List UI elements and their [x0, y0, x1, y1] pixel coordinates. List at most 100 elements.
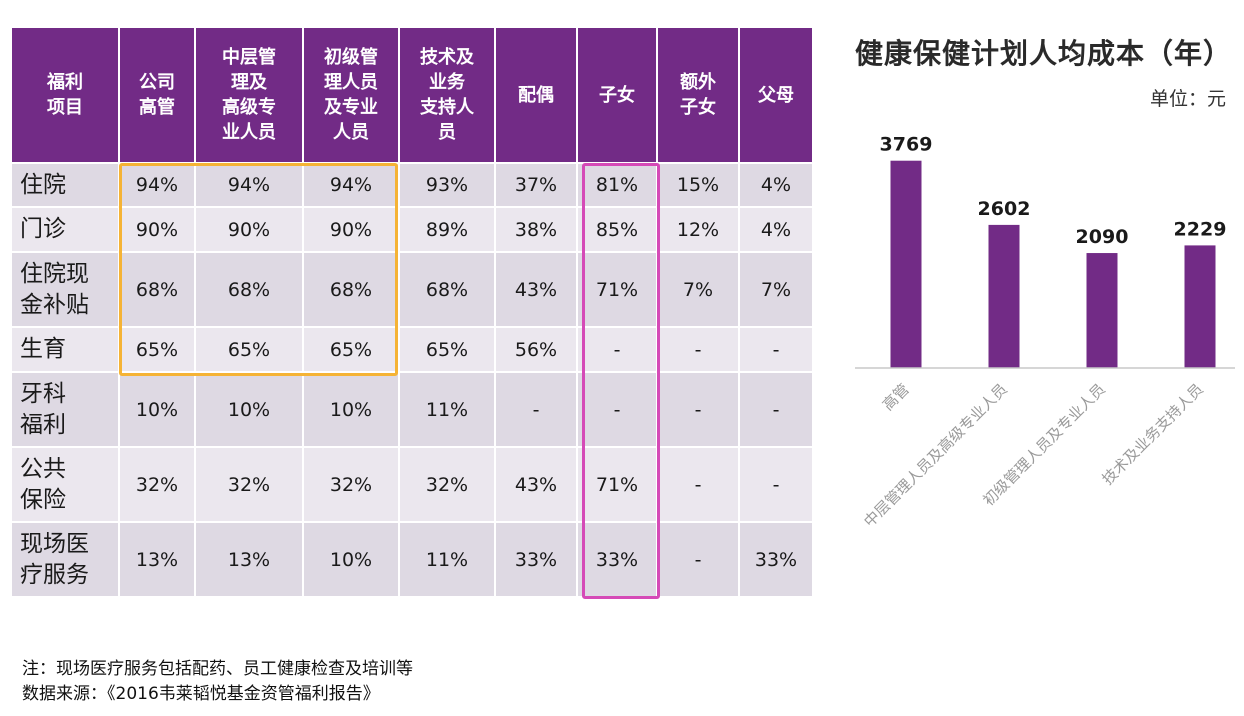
data-label: 2602	[978, 198, 1031, 220]
data-source: 数据来源：《2016韦莱韬悦基金资管福利报告》	[22, 684, 380, 704]
column-header-line: 员	[438, 122, 456, 143]
row-label-line: 生育	[20, 336, 66, 362]
table-cell: 85%	[576, 206, 658, 253]
table-cell: 13%	[194, 521, 304, 598]
benefit-coverage-table: 福利 项目 公司 高管 中层管 理及 高级专 业人员 初级管 理人员 及专业 人员 技术及 业务 支持人员配…	[10, 26, 814, 598]
table-cell: 38%	[494, 206, 578, 253]
column-header-line: 额外	[680, 72, 716, 93]
table-cell: 68%	[118, 251, 196, 328]
column-header: 公司 高管	[118, 26, 196, 164]
table-cell: -	[656, 446, 740, 523]
table-row: 门诊 90% 90% 90% 89% 38% 85% 12% 4%	[10, 206, 814, 253]
table-cell: 11%	[398, 371, 496, 448]
table-cell: 10%	[194, 371, 304, 448]
table-cell: 33%	[494, 521, 578, 598]
table-cell: 94%	[118, 162, 196, 208]
data-label: 2229	[1174, 218, 1227, 240]
x-tick-label: 技术及业务支持人员	[1099, 380, 1207, 488]
table-cell: 4%	[738, 162, 814, 208]
table-cell: 94%	[302, 162, 400, 208]
column-header-line: 福利	[47, 72, 83, 93]
column-header: 初级管 理人员 及专业 人员	[302, 26, 400, 164]
column-header-line: 公司	[139, 72, 175, 93]
column-header-line: 技术及	[420, 47, 474, 68]
column-header: 福利 项目	[10, 26, 120, 164]
header-row: 福利 项目 公司 高管 中层管 理及 高级专 业人员 初级管 理人员 及专业 人员 技术及 业务 支持人员配…	[10, 26, 814, 164]
row-label: 门诊	[10, 206, 120, 253]
row-label: 住院	[10, 162, 120, 208]
table-cell: 11%	[398, 521, 496, 598]
table-cell: 43%	[494, 446, 578, 523]
notes: 注：现场医疗服务包括配药、员工健康检查及培训等 数据来源：《2016韦莱韬悦基金…	[22, 657, 413, 707]
table-cell: 65%	[118, 326, 196, 373]
chart-unit: 单位：元	[1149, 88, 1226, 110]
table-cell: 56%	[494, 326, 578, 373]
table-cell: -	[738, 326, 814, 373]
column-header: 中层管 理及 高级专 业人员	[194, 26, 304, 164]
table-cell: 32%	[302, 446, 400, 523]
table-cell: -	[576, 371, 658, 448]
table-cell: 90%	[118, 206, 196, 253]
column-header-line: 业人员	[222, 122, 276, 143]
table-cell: 10%	[118, 371, 196, 448]
row-label-line: 金补贴	[20, 291, 89, 318]
table-cell: 65%	[398, 326, 496, 373]
row-label-line: 牙科	[20, 380, 66, 407]
row-label-line: 保险	[20, 486, 66, 513]
column-header-line: 理及	[231, 72, 267, 93]
table-cell: 71%	[576, 251, 658, 328]
column-header: 子女	[576, 26, 658, 164]
table-cell: 90%	[302, 206, 400, 253]
cost-bar-chart: 3769高管2602中层管理人员及高级专业人员2090初级管理人员及专业人员22…	[855, 134, 1235, 531]
table-cell: 43%	[494, 251, 578, 328]
table-cell: -	[738, 446, 814, 523]
row-label-line: 住院现	[20, 260, 89, 287]
bar	[890, 160, 922, 368]
table-cell: 12%	[656, 206, 740, 253]
x-tick-label: 高管	[879, 380, 913, 414]
column-header-line: 父母	[758, 84, 794, 106]
row-label-line: 公共	[20, 455, 66, 482]
data-label: 3769	[880, 134, 933, 156]
column-header: 配偶	[494, 26, 578, 164]
row-label-line: 门诊	[20, 216, 66, 242]
row-label: 现场医 疗服务	[10, 521, 120, 598]
row-label-line: 现场医	[20, 530, 89, 557]
table-cell: -	[494, 371, 578, 448]
bar	[1184, 245, 1216, 368]
table-cell: -	[656, 371, 740, 448]
row-label: 生育	[10, 326, 120, 373]
column-header-line: 高管	[139, 97, 175, 118]
row-label-line: 住院	[20, 171, 66, 198]
table-cell: 94%	[194, 162, 304, 208]
row-label: 公共 保险	[10, 446, 120, 523]
table-body: 住院 94% 94% 94% 93% 37% 81% 15% 4% 门诊 90% 90% 90% 89% 3…	[10, 162, 814, 598]
column-header: 父母	[738, 26, 814, 164]
table-cell: 90%	[194, 206, 304, 253]
table-cell: 13%	[118, 521, 196, 598]
table-cell: 10%	[302, 521, 400, 598]
table-cell: -	[656, 326, 740, 373]
table-cell: 65%	[302, 326, 400, 373]
table-cell: 65%	[194, 326, 304, 373]
column-header-line: 配偶	[518, 84, 554, 106]
column-header-line: 理人员	[324, 72, 378, 93]
bar	[988, 224, 1020, 368]
table-header: 福利 项目 公司 高管 中层管 理及 高级专 业人员 初级管 理人员 及专业 人员 技术及 业务 支持人员配…	[10, 26, 814, 164]
table-cell: 89%	[398, 206, 496, 253]
table-cell: 32%	[118, 446, 196, 523]
column-header-line: 支持人	[420, 97, 474, 118]
table-cell: 33%	[576, 521, 658, 598]
row-label: 住院现 金补贴	[10, 251, 120, 328]
footnote: 注：现场医疗服务包括配药、员工健康检查及培训等	[22, 659, 413, 679]
column-header: 额外 子女	[656, 26, 740, 164]
table-cell: 71%	[576, 446, 658, 523]
column-header: 技术及 业务 支持人员	[398, 26, 496, 164]
column-header-line: 及专业	[324, 97, 378, 118]
column-header-line: 人员	[333, 122, 369, 143]
column-header-line: 子女	[599, 84, 635, 106]
table-row: 牙科 福利 10% 10% 10% 11% - - - -	[10, 371, 814, 448]
row-label-line: 福利	[20, 411, 66, 438]
data-label: 2090	[1076, 226, 1129, 248]
table-cell: 81%	[576, 162, 658, 208]
